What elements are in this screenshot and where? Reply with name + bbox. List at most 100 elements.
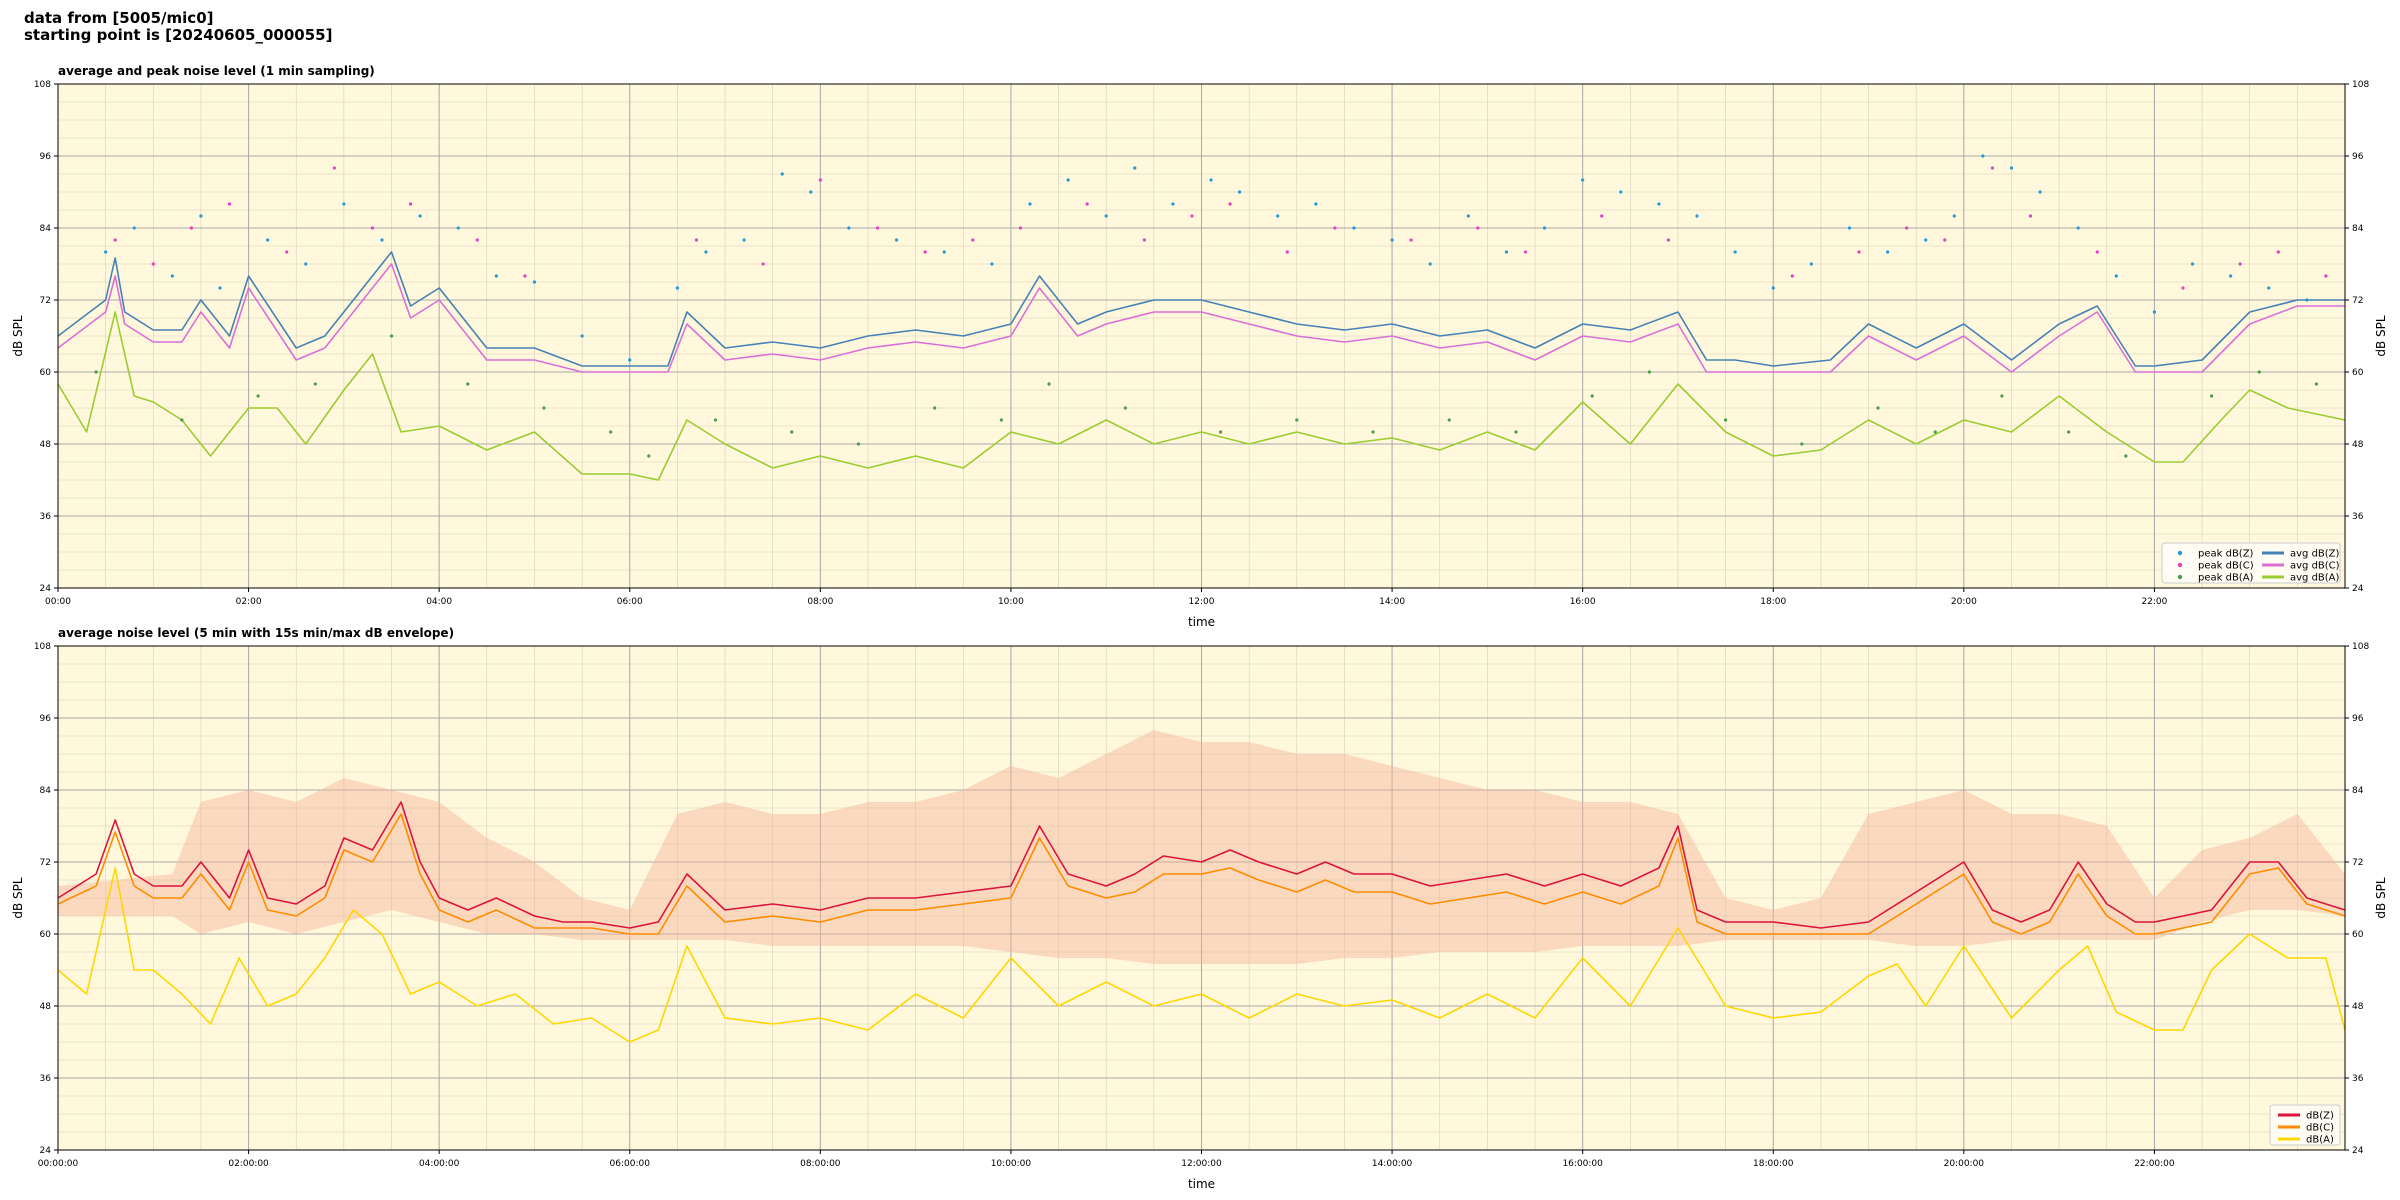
- y-tick-label-left: 72: [40, 858, 51, 868]
- y-tick-label-right: 24: [2352, 584, 2364, 594]
- scatter-point-peak-db-z: [675, 286, 679, 290]
- scatter-point-peak-db-z: [580, 334, 584, 338]
- chart-title: average and peak noise level (1 min samp…: [58, 64, 375, 78]
- scatter-point-peak-db-a: [256, 394, 260, 398]
- scatter-point-peak-db-z: [418, 214, 422, 218]
- legend-marker: [2177, 550, 2183, 556]
- scatter-point-peak-db-a: [790, 430, 794, 434]
- scatter-point-peak-db-z: [1390, 238, 1394, 242]
- scatter-point-peak-db-z: [1209, 178, 1213, 182]
- y-tick-label-right: 36: [2352, 1074, 2364, 1084]
- legend-marker: [2177, 562, 2183, 568]
- x-tick-label: 02:00: [236, 597, 262, 607]
- scatter-point-peak-db-c: [332, 166, 336, 170]
- scatter-point-peak-db-a: [1933, 430, 1937, 434]
- scatter-point-peak-db-a: [1724, 418, 1728, 422]
- scatter-point-peak-db-z: [1428, 262, 1432, 266]
- scatter-point-peak-db-z: [1466, 214, 1470, 218]
- legend-label: avg dB(C): [2290, 561, 2340, 572]
- scatter-point-peak-db-c: [2276, 250, 2280, 254]
- scatter-point-peak-db-c: [2095, 250, 2099, 254]
- scatter-point-peak-db-a: [1647, 370, 1651, 374]
- scatter-point-peak-db-a: [2314, 382, 2319, 386]
- scatter-point-peak-db-c: [1409, 238, 1413, 242]
- scatter-point-peak-db-z: [1695, 214, 1699, 218]
- scatter-point-peak-db-c: [875, 226, 880, 230]
- scatter-point-peak-db-a: [1371, 430, 1375, 434]
- scatter-point-peak-db-c: [1600, 214, 1604, 218]
- source-line: data from [5005/mic0]: [24, 9, 214, 27]
- legend-box: [2161, 542, 2341, 584]
- scatter-point-peak-db-z: [1238, 190, 1242, 194]
- scatter-point-peak-db-a: [856, 442, 861, 446]
- y-tick-label-left: 48: [40, 1002, 52, 1012]
- scatter-point-peak-db-c: [1285, 250, 1289, 254]
- scatter-point-peak-db-a: [180, 418, 184, 422]
- x-tick-label: 20:00:00: [1944, 1159, 1985, 1169]
- scatter-point-peak-db-c: [408, 202, 413, 206]
- scatter-point-peak-db-a: [713, 418, 718, 422]
- scatter-point-peak-db-c: [1990, 166, 1995, 170]
- scatter-point-peak-db-z: [532, 280, 537, 284]
- scatter-point-peak-db-z: [1581, 178, 1585, 182]
- scatter-point-peak-db-a: [2257, 370, 2261, 374]
- x-axis-label: time: [1188, 615, 1215, 629]
- min-max-envelope: [58, 730, 2345, 964]
- x-tick-label: 18:00:00: [1753, 1159, 1794, 1169]
- scatter-point-peak-db-z: [2009, 166, 2014, 170]
- y-axis-label-right: dB SPL: [2374, 315, 2388, 357]
- x-tick-label: 04:00: [426, 597, 452, 607]
- scatter-point-peak-db-c: [971, 238, 975, 242]
- series-line-db-z: [57, 801, 2346, 929]
- scatter-point-peak-db-z: [809, 190, 813, 194]
- y-axis-label-left: dB SPL: [11, 877, 25, 919]
- x-tick-label: 20:00: [1951, 597, 1977, 607]
- y-tick-label-right: 96: [2352, 714, 2364, 724]
- legend-label: peak dB(A): [2198, 573, 2254, 584]
- chart-panel-2: 24 24 36 36 48 48 60 60 72 72 84 84 96 96 108 108 00:00:…: [11, 626, 2388, 1191]
- scatter-point-peak-db-a: [313, 382, 317, 386]
- y-tick-label-left: 108: [34, 642, 51, 652]
- legend-label: dB(C): [2306, 1123, 2334, 1134]
- scatter-point-peak-db-a: [1447, 418, 1451, 422]
- scatter-point-peak-db-c: [923, 250, 927, 254]
- scatter-point-peak-db-c: [1943, 238, 1947, 242]
- y-axis-label-left: dB SPL: [11, 315, 25, 357]
- y-tick-label-left: 24: [40, 1146, 52, 1156]
- scatter-point-peak-db-a: [542, 406, 546, 410]
- x-tick-label: 04:00:00: [419, 1159, 460, 1169]
- scatter-point-peak-db-c: [694, 238, 699, 242]
- scatter-point-peak-db-z: [742, 238, 746, 242]
- x-tick-label: 10:00: [998, 597, 1024, 607]
- y-tick-label-left: 36: [40, 1074, 52, 1084]
- scatter-point-peak-db-z: [1924, 238, 1928, 242]
- y-tick-label-left: 36: [40, 512, 52, 522]
- y-tick-label-right: 72: [2352, 858, 2363, 868]
- scatter-point-peak-db-c: [1666, 238, 1671, 242]
- y-tick-label-right: 60: [2352, 368, 2364, 378]
- scatter-point-peak-db-c: [1523, 250, 1528, 254]
- x-tick-label: 12:00:00: [1181, 1159, 1222, 1169]
- scatter-point-peak-db-c: [761, 262, 765, 266]
- scatter-point-peak-db-z: [1809, 262, 1813, 266]
- scatter-point-peak-db-z: [1314, 202, 1318, 206]
- scatter-point-peak-db-z: [1504, 250, 1509, 254]
- scatter-point-peak-db-a: [2067, 430, 2071, 434]
- y-tick-label-right: 108: [2352, 80, 2369, 90]
- scatter-point-peak-db-z: [2038, 190, 2042, 194]
- scatter-point-peak-db-z: [1657, 202, 1661, 206]
- y-tick-label-left: 72: [40, 296, 51, 306]
- scatter-point-peak-db-a: [1590, 394, 1594, 398]
- scatter-point-peak-db-z: [1028, 202, 1032, 206]
- scatter-point-peak-db-c: [1142, 238, 1146, 242]
- x-tick-label: 06:00:00: [610, 1159, 651, 1169]
- y-tick-label-left: 48: [40, 440, 52, 450]
- scatter-point-peak-db-z: [304, 262, 308, 266]
- scatter-point-peak-db-c: [1790, 274, 1794, 278]
- x-tick-label: 00:00:00: [38, 1159, 79, 1169]
- y-tick-label-left: 108: [34, 80, 51, 90]
- scatter-point-peak-db-c: [523, 274, 527, 278]
- scatter-point-peak-db-a: [1047, 382, 1051, 386]
- scatter-point-peak-db-z: [456, 226, 460, 230]
- scatter-point-peak-db-z: [266, 238, 270, 242]
